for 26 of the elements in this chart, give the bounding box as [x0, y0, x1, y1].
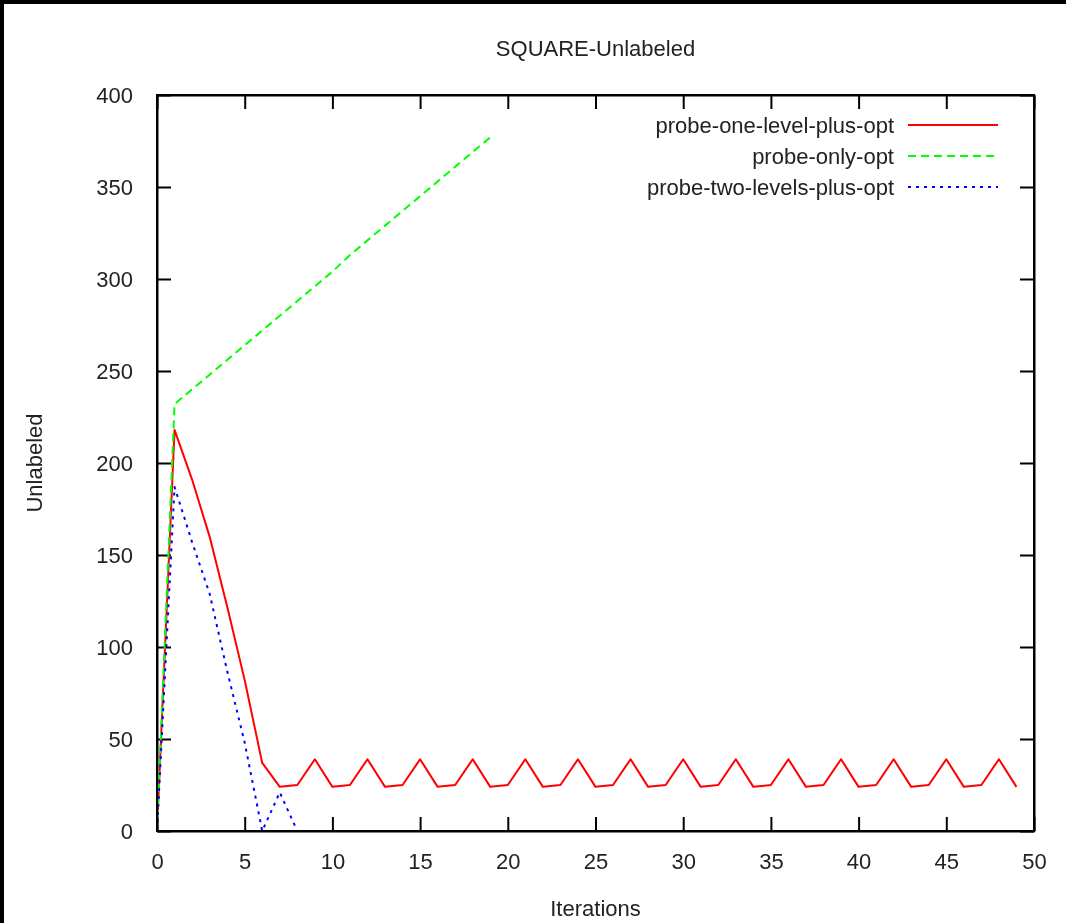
- legend-label: probe-two-levels-plus-opt: [647, 175, 894, 200]
- y-tick-label: 150: [96, 542, 133, 568]
- legend-label: probe-only-opt: [752, 144, 894, 169]
- x-tick-label: 15: [408, 848, 433, 874]
- x-tick-label: 30: [671, 848, 696, 874]
- y-tick-label: 100: [96, 634, 133, 660]
- y-tick-label: 200: [96, 450, 133, 476]
- x-tick-label: 50: [1022, 848, 1047, 874]
- x-tick-label: 0: [151, 848, 164, 874]
- x-axis-title: Iterations: [550, 896, 641, 921]
- y-tick-label: 50: [108, 726, 133, 752]
- x-tick-label: 20: [496, 848, 521, 874]
- x-tick-label: 10: [320, 848, 346, 874]
- y-tick-label: 300: [96, 266, 133, 292]
- y-axis-title: Unlabeled: [22, 413, 47, 513]
- y-tick-label: 0: [120, 818, 133, 844]
- y-tick-label: 400: [96, 82, 133, 108]
- x-tick-label: 25: [583, 848, 609, 874]
- legend-label: probe-one-level-plus-opt: [655, 113, 894, 138]
- y-tick-label: 250: [96, 358, 133, 384]
- x-tick-label: 5: [239, 848, 252, 874]
- x-tick-label: 40: [846, 848, 872, 874]
- chart-title: SQUARE-Unlabeled: [495, 36, 696, 61]
- y-tick-label: 350: [96, 174, 133, 200]
- x-tick-label: 35: [759, 848, 784, 874]
- x-tick-label: 45: [934, 848, 960, 874]
